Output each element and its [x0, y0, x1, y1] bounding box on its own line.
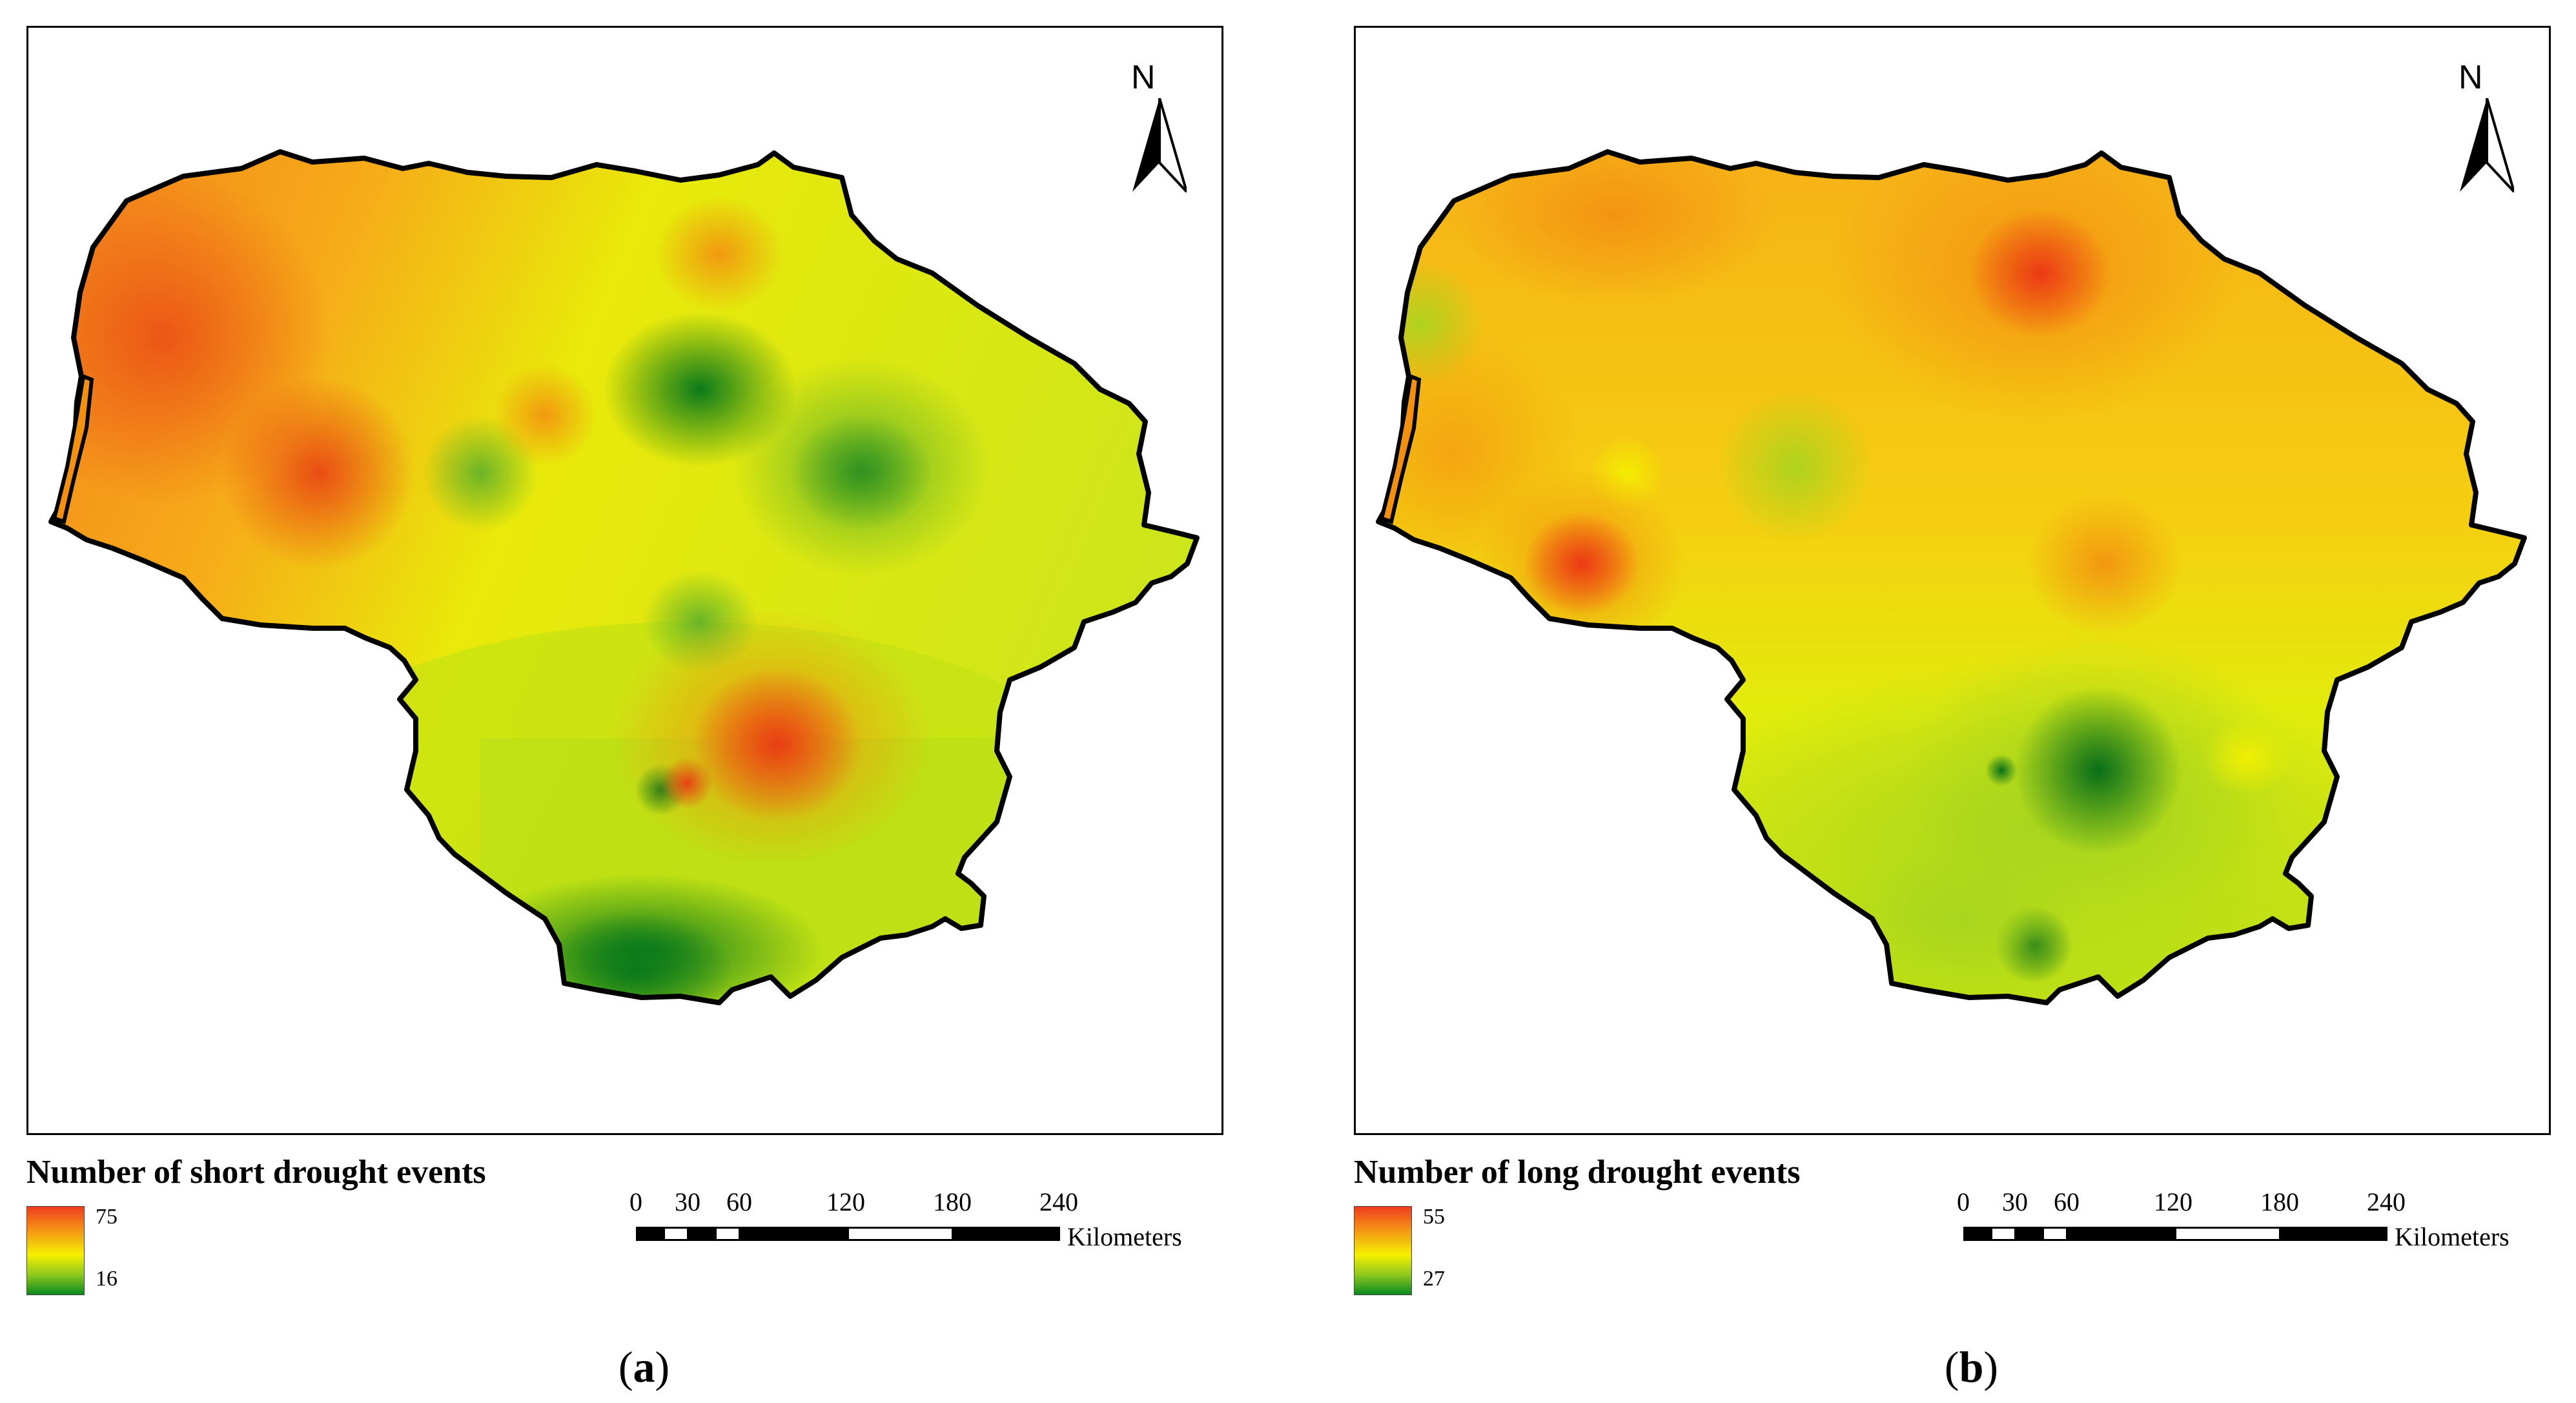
scale-tick: 0	[629, 1187, 642, 1216]
scale-segment	[2016, 1227, 2042, 1241]
panel-caption: (a)	[0, 1342, 1288, 1393]
map-panel-a: N Number of short drought events 75 16 0…	[0, 26, 1288, 1393]
caption-letter: b	[1959, 1342, 1984, 1391]
map-frame	[26, 26, 1223, 1135]
scale-segment	[1963, 1227, 1990, 1241]
caption-close: )	[655, 1342, 670, 1391]
scale-bar: 0 30 60 120 180 240 Kilometers	[1957, 1187, 2576, 1251]
scale-segment	[636, 1227, 663, 1241]
scale-segment	[847, 1227, 954, 1241]
drought-map	[28, 28, 1222, 1133]
panel-caption: (b)	[1327, 1342, 2576, 1393]
caption-open: (	[618, 1342, 633, 1391]
legend-title: Number of short drought events	[26, 1154, 486, 1191]
scale-segment	[2281, 1227, 2387, 1241]
scale-segment	[715, 1227, 741, 1241]
map-frame	[1354, 26, 2551, 1135]
scale-segment	[741, 1227, 847, 1241]
legend-max-label: 75	[96, 1205, 118, 1229]
scale-tick: 240	[1039, 1187, 1078, 1216]
scale-segment	[2174, 1227, 2281, 1241]
scale-segment	[2042, 1227, 2068, 1241]
scale-segment	[1990, 1227, 2016, 1241]
north-arrow-icon	[2460, 98, 2514, 193]
north-label: N	[2458, 59, 2483, 96]
north-label: N	[1131, 59, 1156, 96]
scale-tick: 60	[2054, 1187, 2080, 1216]
legend-title: Number of long drought events	[1354, 1154, 1801, 1191]
legend-max-label: 55	[1423, 1205, 1445, 1229]
scale-unit: Kilometers	[1067, 1222, 1182, 1251]
scale-tick: 60	[726, 1187, 752, 1216]
scale-unit: Kilometers	[2395, 1222, 2510, 1251]
scale-tick: 0	[1957, 1187, 1970, 1216]
scale-tick: 180	[2260, 1187, 2299, 1216]
caption-open: (	[1944, 1342, 1959, 1391]
scale-segment	[663, 1227, 689, 1241]
legend-min-label: 16	[96, 1267, 118, 1291]
scale-tick: 180	[933, 1187, 972, 1216]
caption-letter: a	[633, 1342, 655, 1391]
scale-segment	[954, 1227, 1060, 1241]
scale-tick: 120	[2154, 1187, 2193, 1216]
scale-tick: 240	[2367, 1187, 2406, 1216]
raster-surface	[51, 152, 1197, 1003]
scale-tick: 120	[826, 1187, 865, 1216]
scale-bar: 0 30 60 120 180 240 Kilometers	[629, 1187, 1256, 1251]
raster-surface	[1378, 152, 2524, 1003]
legend-min-label: 27	[1423, 1267, 1445, 1291]
scale-segment	[689, 1227, 715, 1241]
scale-segment	[2068, 1227, 2174, 1241]
caption-close: )	[1983, 1342, 1999, 1391]
map-panel-b: N Number of long drought events 55 27 0 …	[1327, 0, 2576, 1403]
legend-color-ramp	[1354, 1206, 1412, 1295]
north-arrow-icon	[1132, 98, 1187, 193]
scale-tick: 30	[675, 1187, 700, 1216]
legend-color-ramp	[26, 1206, 85, 1295]
drought-map	[1356, 28, 2549, 1133]
scale-tick: 30	[2002, 1187, 2028, 1216]
